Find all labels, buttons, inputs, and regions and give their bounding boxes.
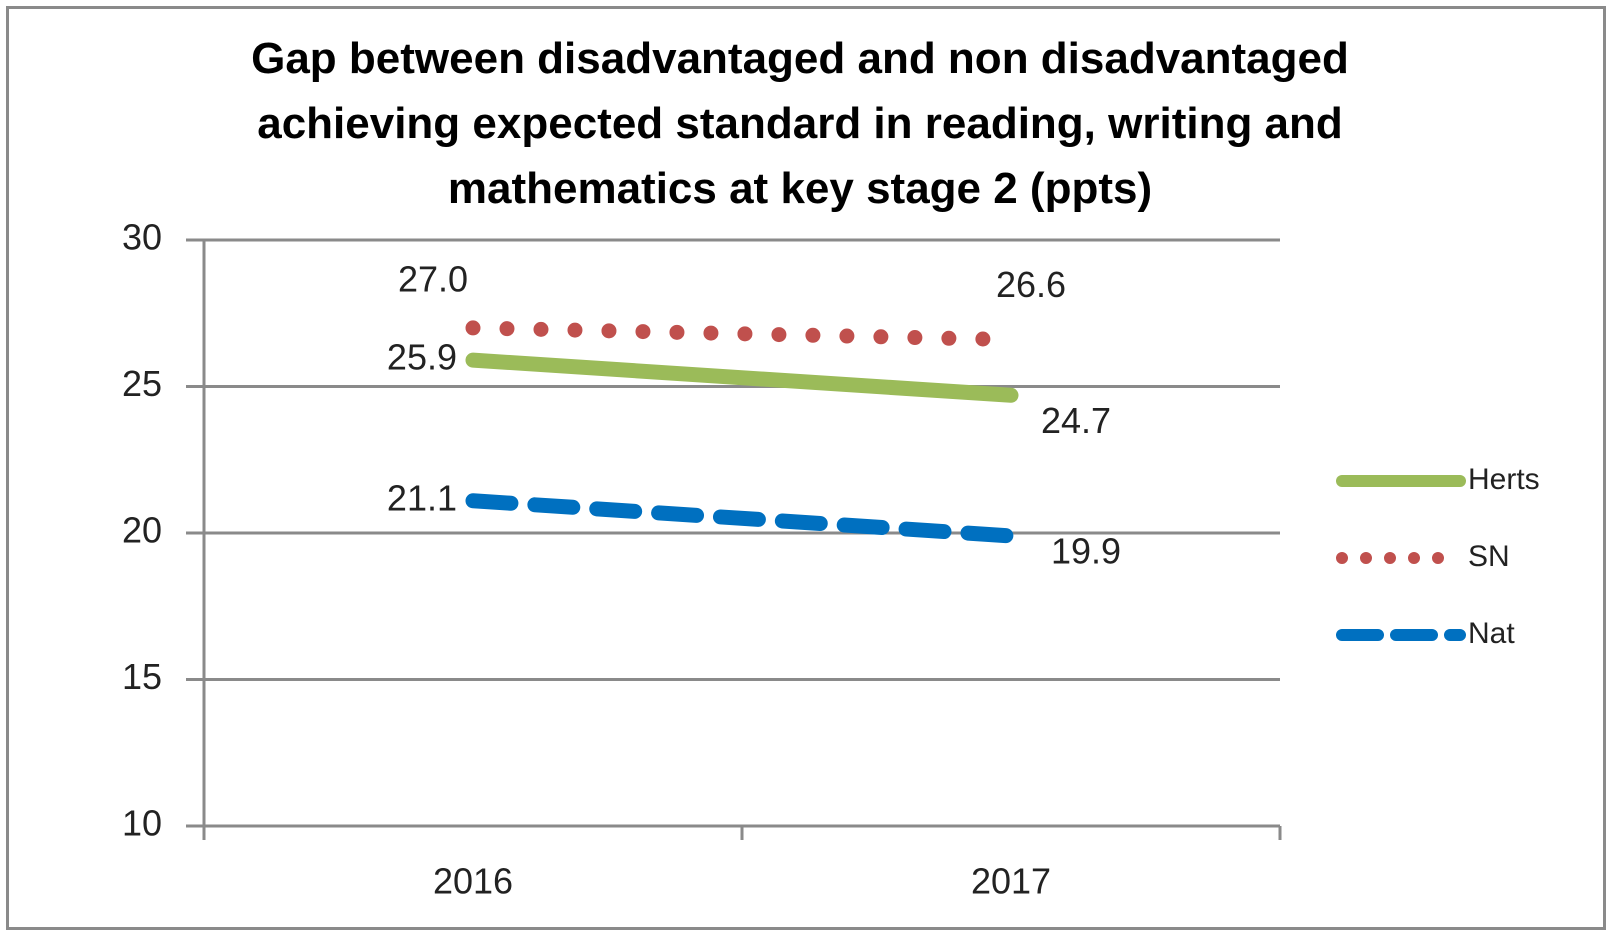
data-label: 19.9 bbox=[1051, 530, 1121, 571]
data-label: 27.0 bbox=[398, 258, 468, 299]
data-label: 26.6 bbox=[996, 264, 1066, 305]
legend-label: SN bbox=[1468, 540, 1510, 573]
x-tick-label: 2017 bbox=[971, 861, 1051, 902]
x-tick-label: 2016 bbox=[433, 861, 513, 902]
chart-title: Gap between disadvantaged and non disadv… bbox=[251, 34, 1349, 213]
y-tick-label: 25 bbox=[122, 363, 162, 404]
data-label: 21.1 bbox=[387, 477, 457, 518]
legend-label: Nat bbox=[1468, 617, 1515, 650]
series-line bbox=[465, 352, 1019, 403]
y-tick-label: 30 bbox=[122, 217, 162, 258]
data-label: 24.7 bbox=[1041, 400, 1111, 441]
data-label: 25.9 bbox=[387, 337, 457, 378]
series-line bbox=[465, 320, 1019, 348]
y-tick-label: 10 bbox=[122, 803, 162, 844]
y-tick-label: 20 bbox=[122, 510, 162, 551]
y-tick-label: 15 bbox=[122, 656, 162, 697]
chart-frame bbox=[6, 6, 1606, 930]
legend-label: Herts bbox=[1468, 463, 1540, 496]
series-line bbox=[465, 493, 1019, 544]
